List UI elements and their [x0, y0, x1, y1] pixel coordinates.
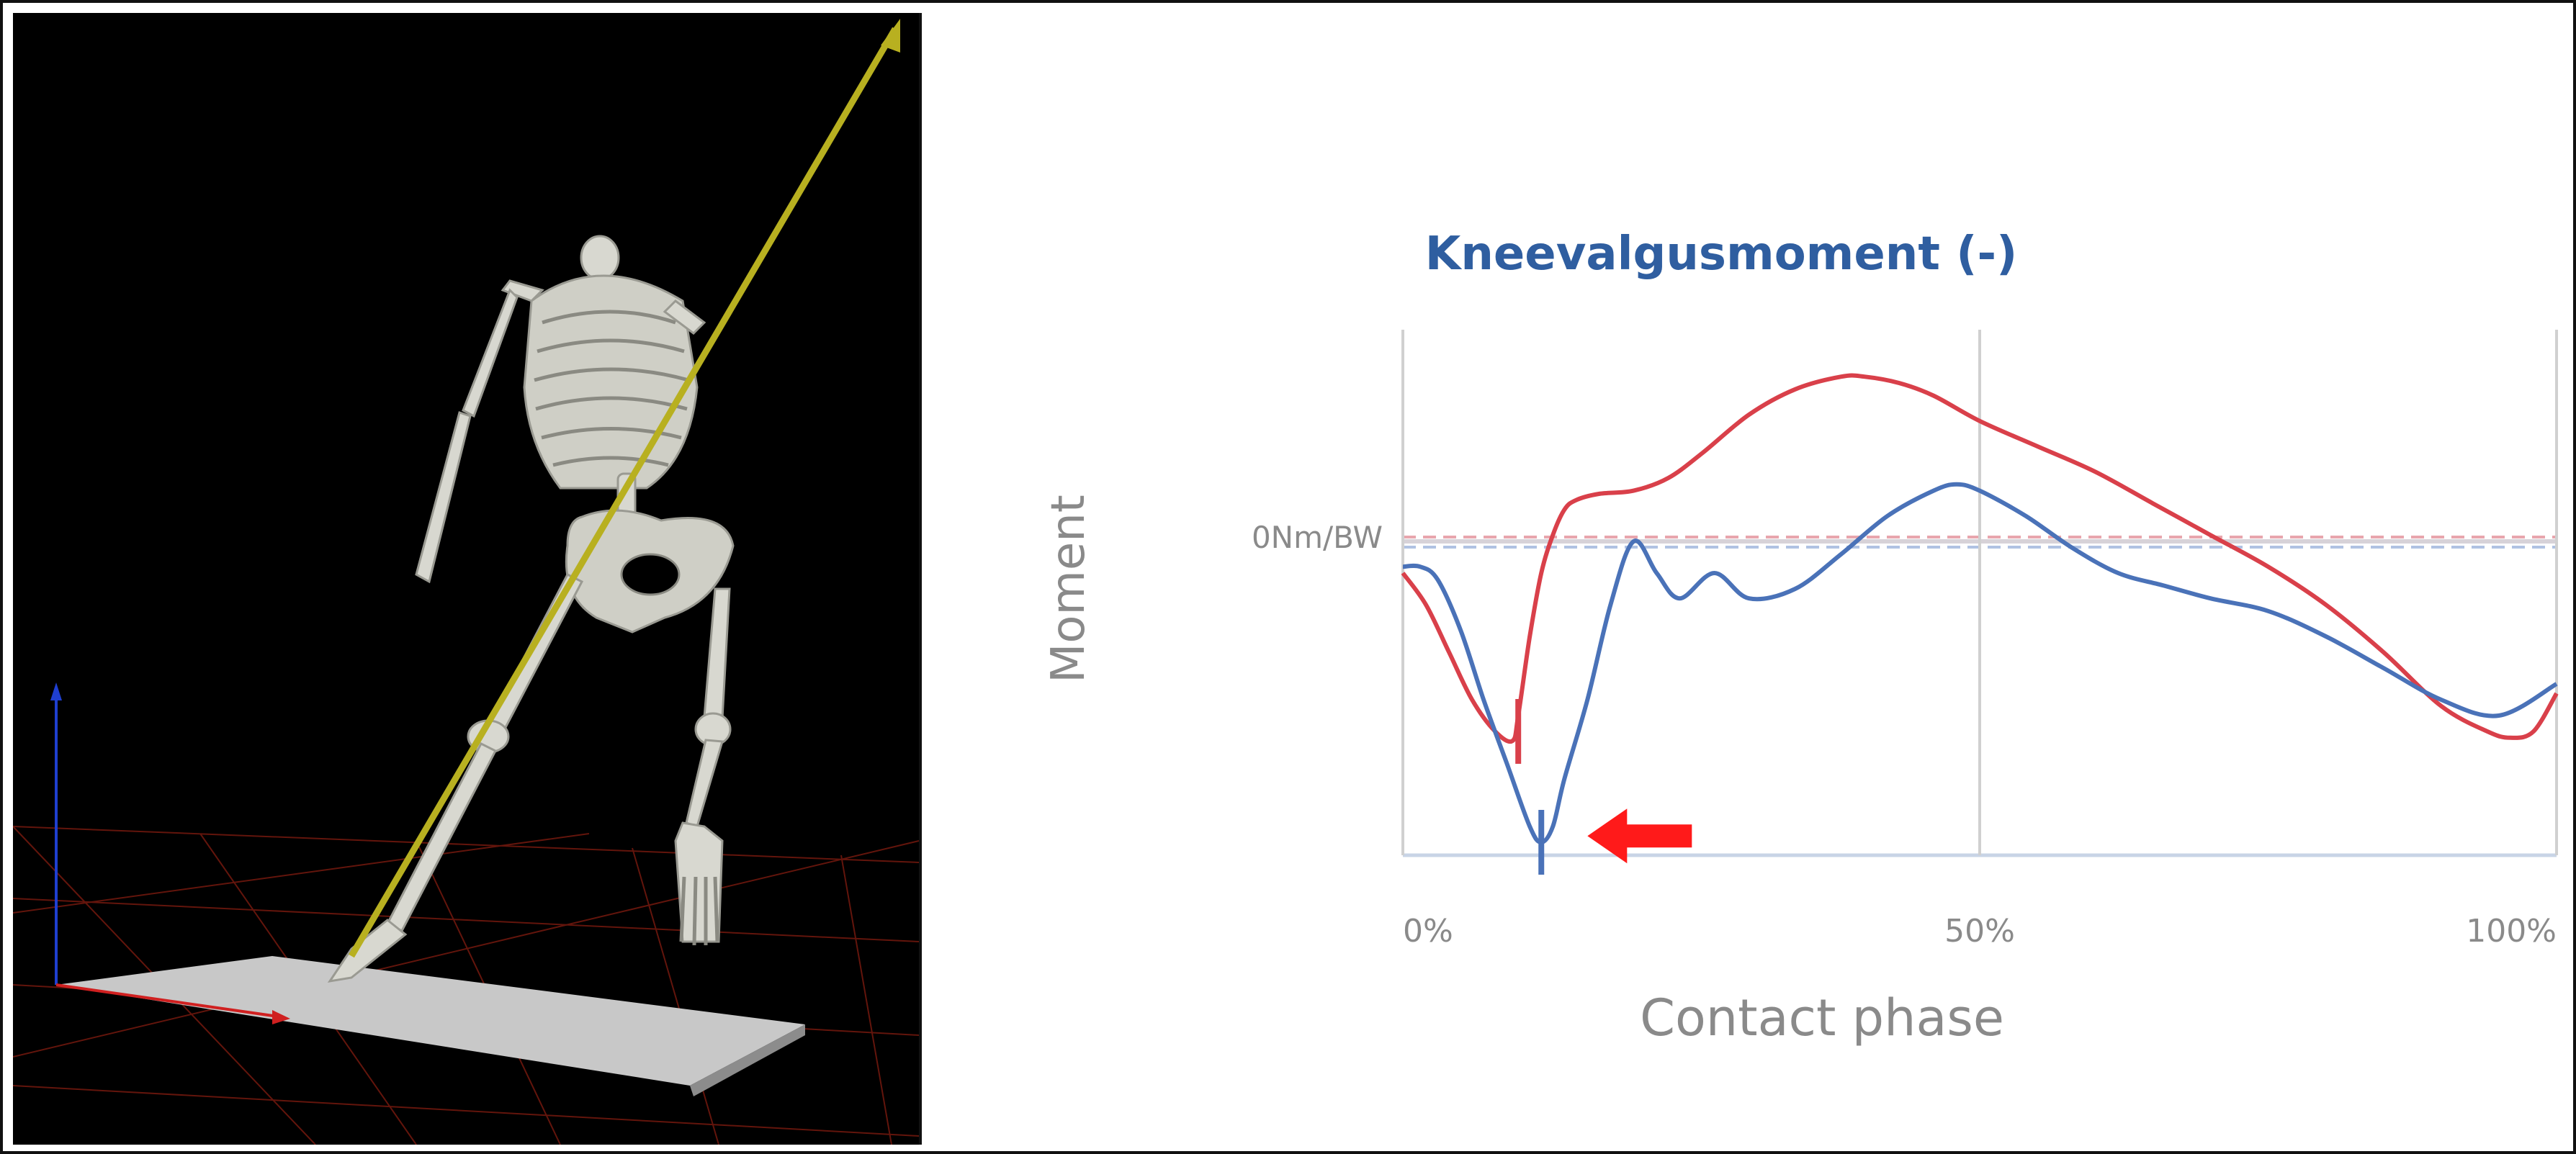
x-tick-label-2: 100% — [2466, 913, 2557, 950]
callout-arrow-0 — [1587, 808, 1692, 864]
force-vector-arrowhead — [881, 19, 900, 53]
skeleton-figure — [327, 235, 735, 983]
x-axis-label: Contact phase — [1640, 988, 2004, 1047]
peak-markers — [1515, 699, 1545, 875]
horizontal-axis-indicator — [55, 983, 284, 1019]
skeleton-scene — [13, 19, 919, 1145]
series-line-1 — [1402, 482, 2558, 844]
skeleton-right-clavicle — [663, 299, 706, 335]
knee-valgus-chart: Kneevalgusmoment (-) 0% 50% 100% 0Nm/BW Mo… — [1042, 227, 2559, 1047]
skeleton-left-tibia — [385, 741, 498, 933]
skeleton-upper-arm-left — [462, 288, 519, 418]
chart-panel: Kneevalgusmoment (-) 0% 50% 100% 0Nm/BW Mo… — [922, 13, 2569, 1145]
skeleton-right-toes — [679, 876, 719, 946]
zero-moment-label: 0Nm/BW — [1252, 520, 1383, 555]
horizontal-axis-arrowhead — [272, 1010, 290, 1024]
skeleton-right-tibia — [685, 739, 724, 828]
skeleton-right-foot — [674, 821, 724, 943]
x-tick-labels: 0% 50% 100% — [1403, 913, 2557, 950]
plot-area: 0% 50% 100% — [1401, 330, 2559, 950]
chart-title: Kneevalgusmoment (-) — [1425, 227, 2018, 281]
y-axis-label: Moment — [1042, 495, 1095, 683]
skeleton-left-femur — [486, 573, 584, 734]
skeleton-right-femur — [703, 587, 731, 720]
annotations — [1587, 808, 1692, 864]
ground-reaction-force-vector — [349, 27, 898, 958]
skeleton-neck — [580, 235, 620, 281]
force-plate-edge — [690, 1024, 805, 1096]
x-tick-label-0: 0% — [1403, 913, 1453, 950]
vertical-gridlines — [1401, 330, 2558, 855]
skeleton-pelvis-opening — [620, 553, 681, 596]
force-plate — [56, 956, 805, 1086]
skeleton-scene-panel — [13, 13, 923, 1145]
skeleton-forearm-left — [415, 411, 472, 584]
vertical-axis-arrowhead — [50, 682, 62, 700]
skeleton-ribs — [534, 310, 689, 467]
x-tick-label-1: 50% — [1944, 913, 2015, 950]
